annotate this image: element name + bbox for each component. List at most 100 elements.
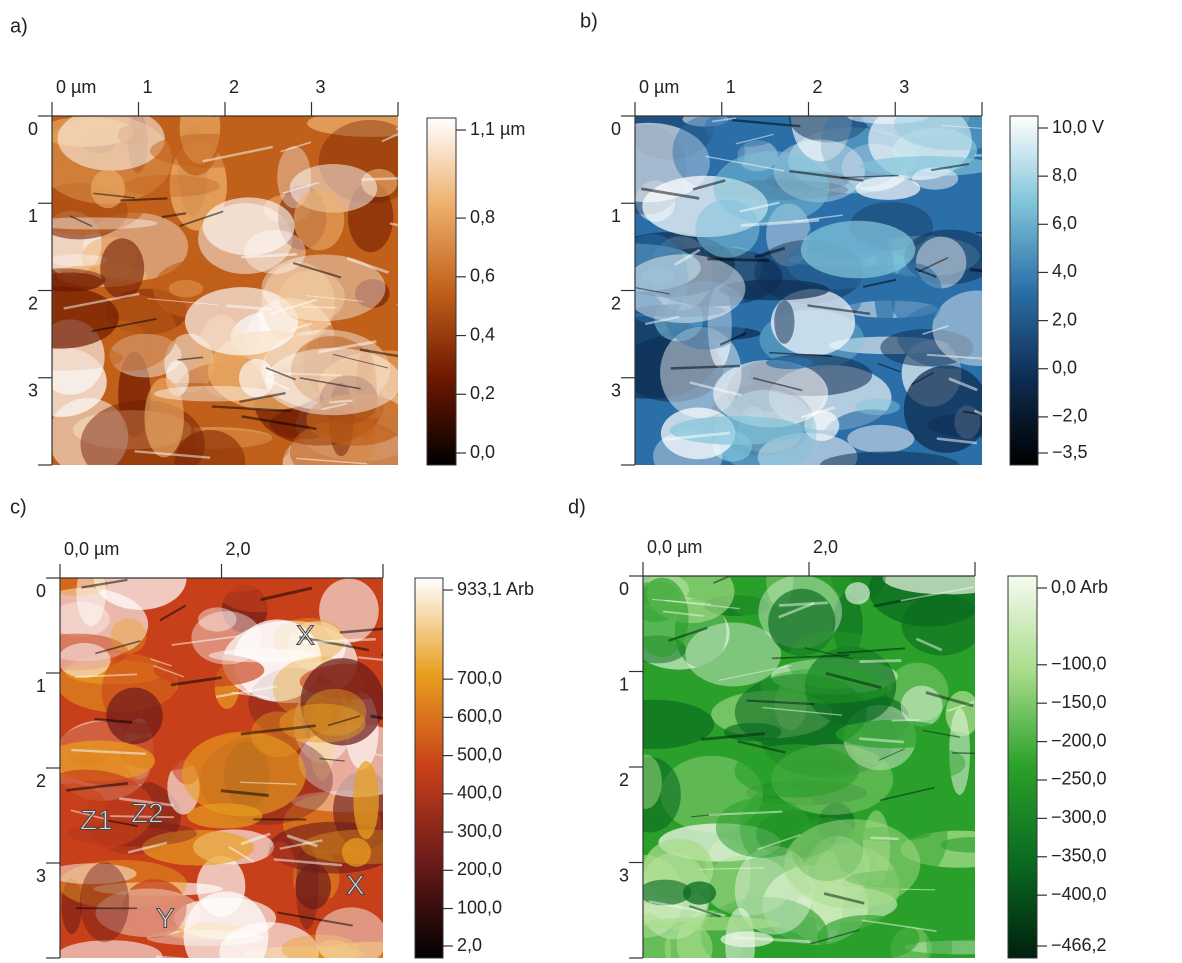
y-tick-label: 2 [36,771,46,791]
streak [976,232,1006,233]
y-tick-label: 3 [611,381,621,401]
colorbar-tick-label: 300,0 [457,821,502,841]
x-tick-label: 2 [229,77,239,97]
annotation: Y [156,902,175,933]
colorbar-tick-label: 0,0 [470,442,495,462]
colorbar-tick-label: 4,0 [1052,261,1077,281]
x-tick-label: 0,0 µm [64,539,119,559]
texture [27,217,158,229]
y-tick-label: 2 [619,770,629,790]
colorbar-tick-label: −250,0 [1051,769,1107,789]
scan-image [19,546,446,963]
colorbar-tick-label: 100,0 [457,897,502,917]
texture [38,272,103,291]
colorbar-tick-label: 1,1 µm [470,119,525,139]
texture [76,560,106,626]
scan-image [572,73,1037,483]
streak [900,889,934,890]
panel-letter: d) [568,496,586,518]
colorbar-tick-label: −150,0 [1051,692,1107,712]
texture [106,688,162,744]
texture [734,744,858,797]
colorbar-tick-label: 933,1 Arb [457,579,534,599]
streak [396,123,422,129]
panel-letter: a) [10,15,28,37]
streak [892,720,919,721]
colorbar-tick-label: 2,0 [1052,309,1077,329]
texture [265,841,295,900]
x-tick-label: 0 µm [56,77,96,97]
colorbar-tick-label: −200,0 [1051,730,1107,750]
panel-letter: c) [10,496,27,518]
y-tick-label: 1 [611,206,621,226]
y-tick-label: 3 [619,865,629,885]
texture [209,649,318,663]
texture [198,607,237,631]
colorbar-tick-label: 0,0 Arb [1051,577,1108,597]
colorbar-tick-label: −400,0 [1051,884,1107,904]
y-tick-label: 0 [36,581,46,601]
x-tick-label: 3 [316,77,326,97]
texture [80,400,204,489]
streak [860,661,902,662]
texture [169,280,204,297]
texture [894,99,1017,151]
texture [80,862,129,942]
texture [845,582,870,604]
texture [100,238,144,299]
scan-image [0,91,454,499]
x-tick-label: 2,0 [813,537,838,557]
streak [707,259,769,261]
texture [904,940,1017,954]
texture [58,643,110,678]
texture [683,881,716,904]
colorbar-tick-label: 200,0 [457,859,502,879]
texture [123,175,220,197]
colorbar-tick-label: 500,0 [457,744,502,764]
texture [265,348,401,415]
colorbar-tick-label: 10,0 V [1052,117,1104,137]
x-tick-label: 0 µm [639,77,679,97]
figure: a)0 µm12301231,1 µm0,80,60,40,20,0b)0 µm… [0,0,1182,963]
page: {"panels": [ {"label": "a)", "axis_lim":… [0,0,1182,963]
scan-image [593,536,1017,963]
texture [251,711,306,757]
texture [883,562,1012,594]
annotation: Z1 [80,804,113,835]
colorbar-tick-label: −2,0 [1052,406,1088,426]
annotation: Z2 [131,797,164,828]
texture [1,286,118,348]
colorbar-tick-label: 8,0 [1052,165,1077,185]
streak [213,104,240,116]
texture [49,254,107,266]
colorbar-tick-label: 0,4 [470,324,495,344]
x-tick-label: 2 [813,77,823,97]
texture [890,264,942,328]
y-tick-label: 0 [619,579,629,599]
colorbar-tick-label: −100,0 [1051,654,1107,674]
texture [670,416,805,445]
y-tick-label: 1 [36,676,46,696]
colorbar [1008,576,1037,958]
colorbar-tick-label: 0,8 [470,207,495,227]
annotation: X [296,619,315,650]
texture [940,837,1002,852]
colorbar-tick-label: 2,0 [457,935,482,955]
colorbar-tick-label: 0,6 [470,266,495,286]
streak [397,304,425,305]
texture [855,399,900,415]
y-tick-label: 0 [611,119,621,139]
streak [871,838,899,839]
colorbar [415,578,443,958]
x-tick-label: 1 [143,77,153,97]
colorbar [427,118,456,465]
x-tick-label: 1 [726,77,736,97]
texture [847,425,914,453]
streak [361,178,410,180]
texture [91,170,125,209]
texture [856,177,921,200]
texture [901,593,982,655]
y-tick-label: 3 [36,866,46,886]
texture [295,863,331,909]
colorbar-tick-label: −466,2 [1051,935,1107,955]
